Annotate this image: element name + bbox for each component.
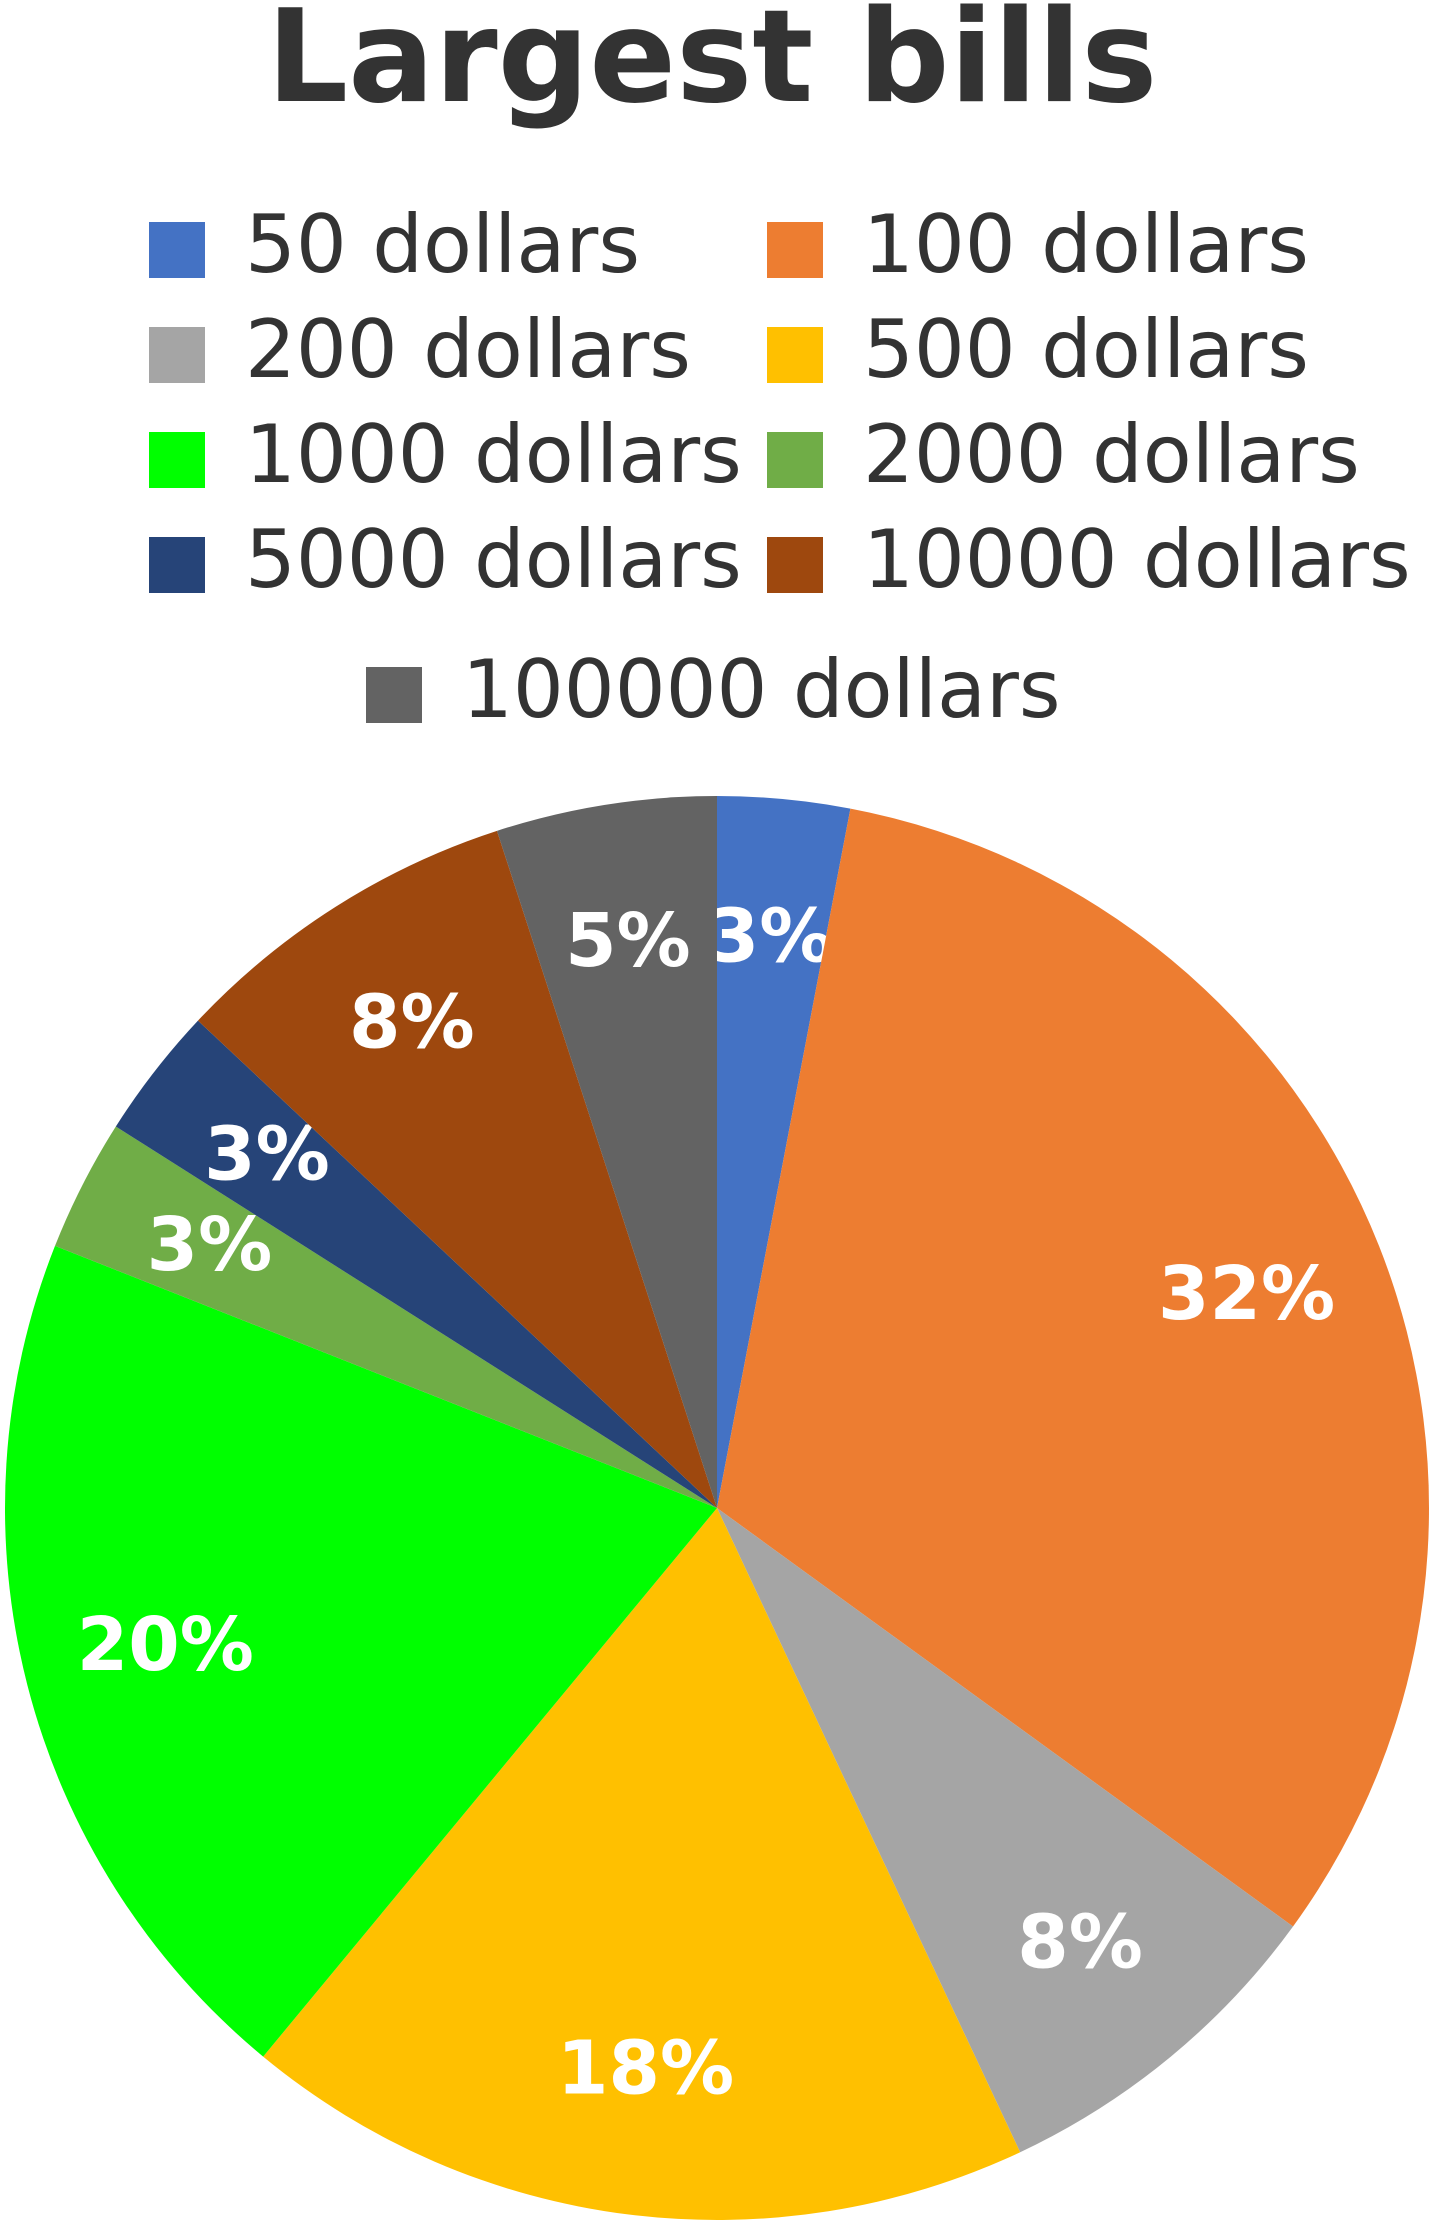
- pie-slice: [197, 830, 717, 1508]
- legend-swatch: [767, 222, 823, 278]
- data-label: 5%: [565, 898, 691, 984]
- pie-slice: [717, 808, 1430, 1927]
- legend-label: 5000 dollars: [245, 513, 742, 606]
- legend-swatch: [767, 537, 823, 593]
- pie-slice: [496, 796, 717, 1508]
- data-label: 18%: [557, 2026, 734, 2112]
- legend-label: 2000 dollars: [863, 408, 1360, 501]
- legend-swatch: [366, 667, 422, 723]
- data-label: 8%: [1017, 1899, 1143, 1985]
- pie-slice: [54, 1126, 717, 1508]
- data-label: 3%: [708, 893, 834, 979]
- pie-slice: [717, 1508, 1294, 2153]
- data-label: 20%: [77, 1602, 254, 1688]
- data-label: 32%: [1158, 1251, 1335, 1337]
- legend-swatch: [767, 432, 823, 488]
- legend-swatch: [149, 432, 205, 488]
- data-label: 3%: [147, 1202, 273, 1288]
- legend-swatch: [767, 327, 823, 383]
- data-label: 8%: [349, 980, 475, 1066]
- legend-label: 1000 dollars: [245, 408, 742, 501]
- pie-slice: [115, 1020, 718, 1508]
- legend-label: 100 dollars: [863, 198, 1309, 291]
- chart-title: Largest bills: [267, 0, 1158, 132]
- legend-swatch: [149, 222, 205, 278]
- legend-label: 10000 dollars: [863, 513, 1411, 606]
- pie-slice: [4, 1245, 717, 2057]
- legend-label: 500 dollars: [863, 303, 1309, 396]
- legend-label: 50 dollars: [245, 198, 640, 291]
- legend-label: 100000 dollars: [462, 643, 1061, 736]
- legend-swatch: [149, 537, 205, 593]
- legend-label: 200 dollars: [245, 303, 691, 396]
- pie-slice: [717, 796, 851, 1508]
- pie-slice: [263, 1508, 1021, 2220]
- data-label: 3%: [204, 1111, 330, 1197]
- legend-swatch: [149, 327, 205, 383]
